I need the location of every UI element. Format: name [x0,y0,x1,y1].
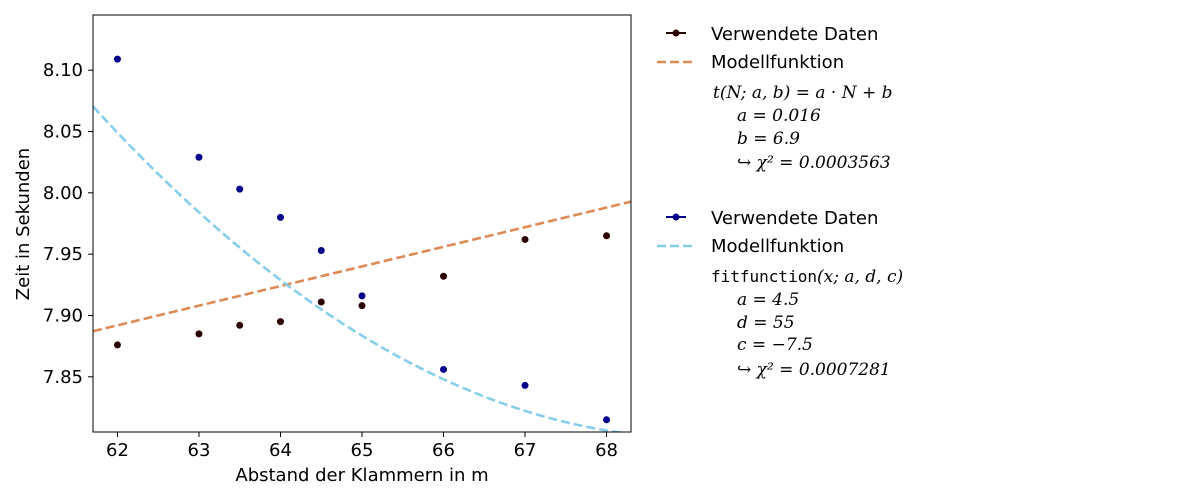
fit2-chi2: ↪ χ² = 0.0007281 [737,360,891,380]
data-point [236,185,244,193]
y-tick-label: 8.05 [43,122,83,143]
fit2-formula-name: fitfunction [711,267,817,286]
y-tick-label: 7.95 [43,244,83,265]
legend: Verwendete Daten Modellfunktion t(N; a, … [657,24,903,380]
data-point [236,321,244,329]
data-point [276,213,284,221]
x-axis-label: Abstand der Klammern in m [235,465,488,486]
legend-marker-data-1 [672,29,680,37]
x-tick-label: 66 [432,440,455,461]
data-point [521,235,529,243]
x-tick-label: 63 [188,440,211,461]
model-line-linear [93,200,631,333]
fit2-param-d: d = 55 [737,313,795,333]
y-tick-label: 7.90 [43,305,83,326]
fit2-param-c: c = −7.5 [737,335,813,355]
fit2-formula-args: (x; a, d, c) [817,267,903,287]
x-tick-label: 67 [514,440,537,461]
fit1-formula: t(N; a, b) = a · N + b [713,83,893,103]
data-point [113,341,121,349]
data-point [195,153,203,161]
x-tick-label: 65 [351,440,374,461]
fit2-formula: fitfunction(x; a, d, c) [711,267,903,287]
y-tick-label: 8.00 [43,183,83,204]
data-point [113,55,121,63]
y-tick-label: 8.10 [43,60,83,81]
data-point [317,298,325,306]
data-point [195,330,203,338]
y-axis-label: Zeit in Sekunden [13,148,34,300]
legend-label-model-1: Modellfunktion [711,52,844,73]
x-tick-label: 64 [269,440,292,461]
y-axis-ticks: 7.85 7.90 7.95 8.00 8.05 8.10 [43,60,93,388]
legend-label-data-1: Verwendete Daten [711,24,878,45]
data-point [603,232,611,240]
data-point [440,365,448,373]
fit1-param-a: a = 0.016 [737,106,821,126]
data-point [440,272,448,280]
legend-label-model-2: Modellfunktion [711,236,844,257]
model-curves [93,105,631,432]
fit1-param-b: b = 6.9 [737,129,800,149]
data-point [603,416,611,424]
legend-marker-data-2 [672,213,680,221]
data-point [521,381,529,389]
y-tick-label: 7.85 [43,367,83,388]
data-point [317,246,325,254]
data-point [358,292,366,300]
x-axis-ticks: 62 63 64 65 66 67 68 [106,432,618,461]
model-line-quadratic [93,105,626,432]
fit2-param-a: a = 4.5 [737,290,799,310]
fit1-chi2: ↪ χ² = 0.0003563 [737,153,891,173]
plot-frame [92,14,632,433]
data-points [113,55,611,424]
data-point [276,318,284,326]
x-tick-label: 62 [106,440,129,461]
x-tick-label: 68 [595,440,618,461]
legend-label-data-2: Verwendete Daten [711,208,878,229]
data-point [358,302,366,310]
